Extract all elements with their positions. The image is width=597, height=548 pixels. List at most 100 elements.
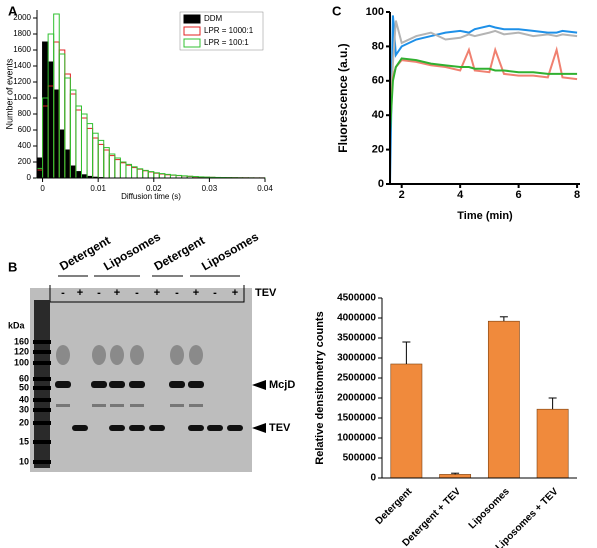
ladder-label: 40 xyxy=(19,394,29,404)
lane-bracket xyxy=(49,285,245,303)
y-tick-label: 1000 xyxy=(13,93,31,102)
histogram-bar xyxy=(103,149,110,179)
enzyme-label: TEV xyxy=(255,287,277,299)
histogram-bar xyxy=(114,159,121,179)
histogram-bar xyxy=(80,117,88,179)
faint-band xyxy=(92,404,106,407)
smear xyxy=(170,345,184,365)
y-tick-label: 2500000 xyxy=(337,373,376,384)
histogram-bar xyxy=(97,143,105,179)
faint-band xyxy=(189,404,203,407)
y-tick-label: 1000000 xyxy=(337,433,376,444)
bar xyxy=(439,474,472,479)
histogram-bar xyxy=(131,167,138,179)
group-label: Liposomes xyxy=(199,229,261,273)
x-tick-label: 0 xyxy=(40,184,45,193)
smear xyxy=(110,345,124,365)
x-tick-label: 0.03 xyxy=(202,184,218,193)
histogram-bar xyxy=(147,171,155,179)
y-axis-title: Fluorescence (a.u.) xyxy=(336,43,350,152)
x-tick-label: 0.02 xyxy=(146,184,162,193)
lane-label: - xyxy=(175,287,179,299)
histogram-bar xyxy=(97,139,105,179)
y-tick-label: 40 xyxy=(372,109,384,121)
histogram-bar xyxy=(119,162,127,179)
y-tick-label: 80 xyxy=(372,40,384,52)
y-tick-label: 20 xyxy=(372,144,384,156)
histogram-bar xyxy=(75,171,82,179)
y-axis-title: Relative densitometry counts xyxy=(314,311,326,464)
band xyxy=(109,425,125,431)
histogram-bar xyxy=(58,129,66,179)
y-tick-label: 1800 xyxy=(13,29,31,38)
ladder-band xyxy=(33,340,51,344)
y-tick-label: 0 xyxy=(370,473,376,484)
arrow xyxy=(252,423,266,433)
ladder-label: 10 xyxy=(19,456,29,466)
histogram-bar xyxy=(86,123,94,179)
y-tick-label: 200 xyxy=(18,157,32,166)
bar xyxy=(487,320,520,479)
ladder-label: 100 xyxy=(14,357,29,367)
lane-label: - xyxy=(61,287,65,299)
histogram-bar xyxy=(103,147,110,179)
y-axis-title: Number of events xyxy=(4,58,14,130)
ladder-band xyxy=(33,377,51,381)
gel-image xyxy=(30,288,252,472)
x-tick-label: 0.01 xyxy=(90,184,106,193)
lane-label: + xyxy=(193,287,199,299)
histogram-bar xyxy=(108,155,116,179)
histogram-bar xyxy=(136,168,144,179)
smear xyxy=(189,345,203,365)
y-tick-label: 3500000 xyxy=(337,333,376,344)
histogram-bar xyxy=(153,172,160,179)
band xyxy=(55,381,71,388)
y-tick-label: 0 xyxy=(27,173,32,182)
ladder-band xyxy=(33,361,51,365)
y-tick-label: 500000 xyxy=(343,453,377,464)
y-tick-label: 3000000 xyxy=(337,353,376,364)
ladder-band xyxy=(33,350,51,354)
x-tick-label: Detergent xyxy=(374,486,415,527)
histogram-bar xyxy=(64,149,71,179)
y-tick-label: 0 xyxy=(378,178,384,190)
x-tick-label: 8 xyxy=(574,189,580,201)
band xyxy=(72,425,88,431)
line-series xyxy=(389,57,578,133)
histogram-bar xyxy=(80,113,88,179)
arrow xyxy=(252,380,266,390)
y-tick-label: 1600 xyxy=(13,45,31,54)
histogram-bar xyxy=(53,89,60,179)
histogram-bar xyxy=(69,89,77,179)
x-tick-label: 0.04 xyxy=(257,184,273,193)
y-tick-label: 4000000 xyxy=(337,313,376,324)
faint-band xyxy=(56,404,70,407)
smear xyxy=(92,345,106,365)
faint-band xyxy=(110,404,124,407)
histogram-bar xyxy=(142,169,149,179)
lane-label: - xyxy=(97,287,101,299)
ladder-band xyxy=(33,386,51,390)
histogram-bar xyxy=(125,164,133,179)
histogram-bar xyxy=(119,161,127,179)
x-tick-label: 4 xyxy=(457,189,464,201)
y-tick-label: 2000 xyxy=(13,13,31,22)
histogram-bar xyxy=(125,163,133,179)
y-tick-label: 4500000 xyxy=(337,293,376,304)
histogram-bar xyxy=(147,171,155,179)
band xyxy=(109,381,125,388)
y-tick-label: 400 xyxy=(18,141,32,150)
bar xyxy=(390,363,423,479)
histogram-bar xyxy=(69,93,77,179)
ladder-label: 60 xyxy=(19,373,29,383)
y-tick-label: 800 xyxy=(18,109,32,118)
legend-swatch xyxy=(183,14,201,24)
band-label: McjD xyxy=(269,379,295,391)
x-axis-title: Diffusion time (s) xyxy=(121,192,181,201)
legend-swatch xyxy=(183,38,201,48)
ladder-label: 20 xyxy=(19,417,29,427)
legend-label: DDM xyxy=(204,14,223,23)
line-series xyxy=(389,15,578,185)
histogram-bar xyxy=(158,173,166,179)
